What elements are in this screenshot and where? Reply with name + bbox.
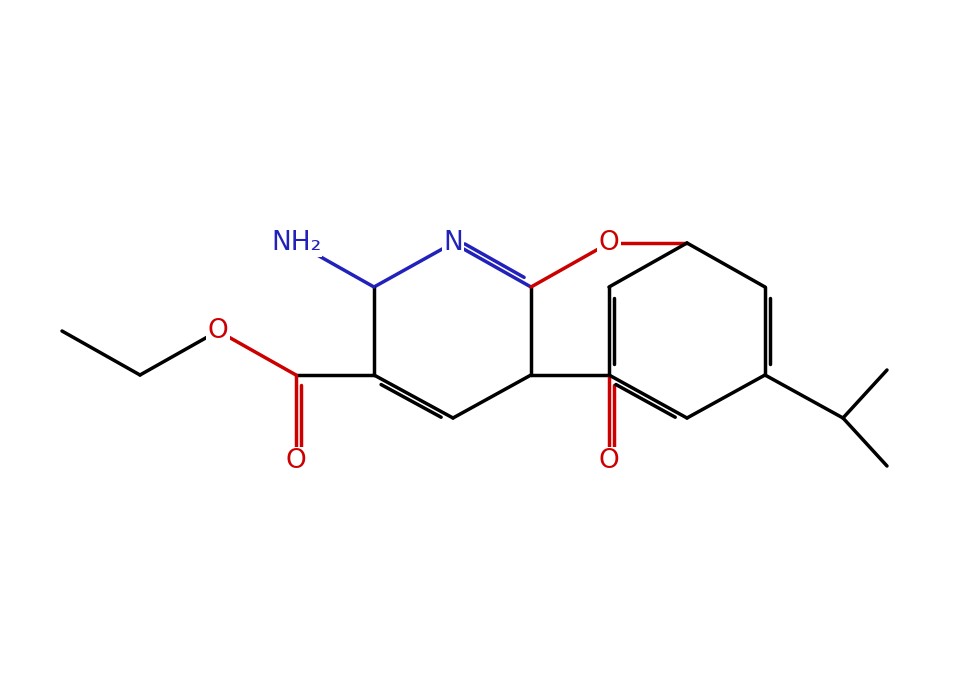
Text: O: O (599, 230, 619, 256)
Text: O: O (599, 448, 619, 474)
Text: O: O (286, 448, 306, 474)
Text: N: N (443, 230, 463, 256)
Text: O: O (208, 318, 228, 344)
Text: NH₂: NH₂ (271, 230, 321, 256)
